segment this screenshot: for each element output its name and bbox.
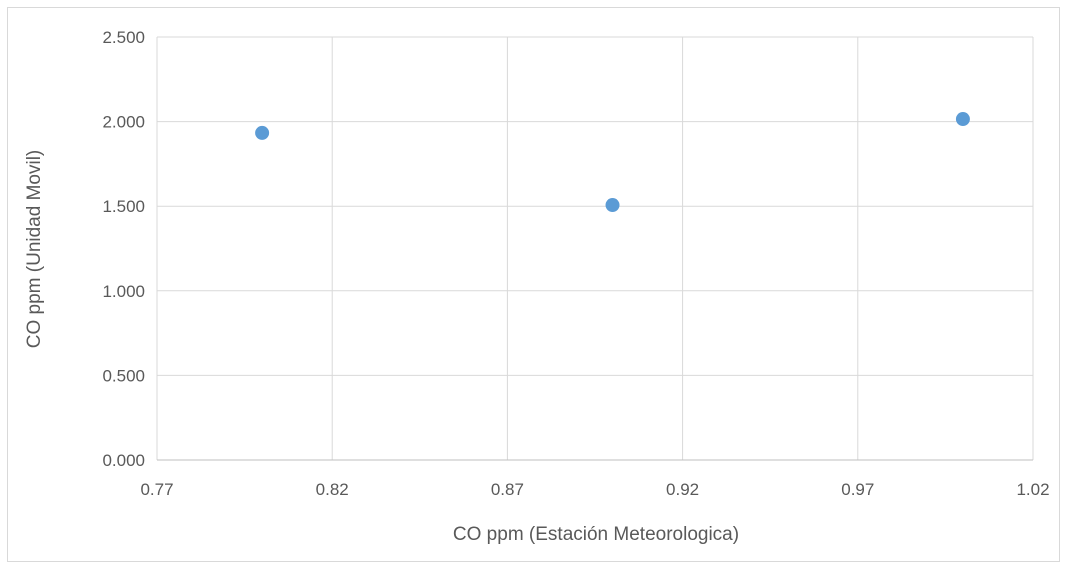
y-tick-labels: 0.000 0.500 1.000 1.500 2.000 2.500 [102, 28, 145, 470]
x-tick-label: 0.97 [841, 480, 874, 499]
x-tick-labels: 0.77 0.82 0.87 0.92 0.97 1.02 [140, 480, 1049, 499]
y-tick-label: 1.000 [102, 282, 145, 301]
gridlines [156, 36, 1034, 460]
data-point [955, 112, 970, 127]
data-point [605, 198, 620, 213]
y-tick-label: 0.000 [102, 451, 145, 470]
y-axis-title: CO ppm (Unidad Movil) [24, 150, 45, 349]
x-tick-label: 0.92 [666, 480, 699, 499]
y-tick-label: 2.000 [102, 113, 145, 132]
x-axis-title: CO ppm (Estación Meteorologica) [453, 524, 739, 545]
x-tick-label: 0.87 [491, 480, 524, 499]
x-tick-label: 1.02 [1016, 480, 1049, 499]
data-point [255, 125, 270, 140]
y-tick-label: 2.500 [102, 28, 145, 47]
x-tick-label: 0.82 [316, 480, 349, 499]
data-points [255, 112, 970, 213]
y-tick-label: 1.500 [102, 197, 145, 216]
x-tick-label: 0.77 [140, 480, 173, 499]
chart-frame [7, 7, 1060, 562]
y-tick-label: 0.500 [102, 366, 145, 385]
